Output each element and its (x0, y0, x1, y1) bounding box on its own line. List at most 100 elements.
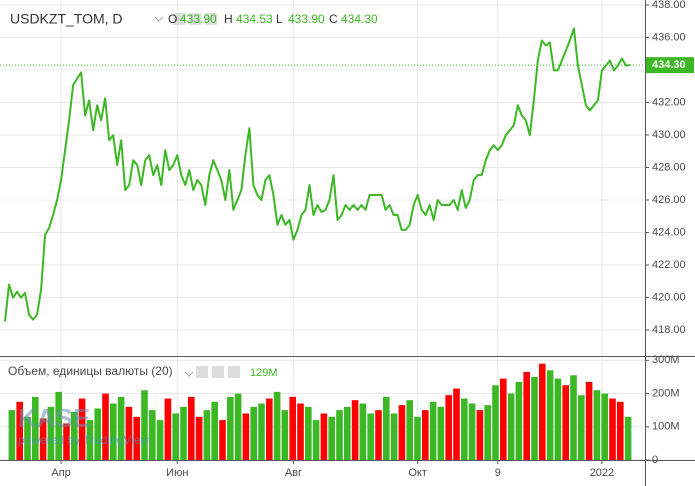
y-tick-label: 300M (652, 354, 680, 366)
ohlc-value: 433.90 (288, 12, 325, 26)
volume-bar (601, 393, 608, 460)
volume-bar (281, 410, 289, 460)
volume-bar (484, 405, 491, 460)
volume-bar (289, 396, 296, 460)
volume-bar (406, 400, 413, 460)
x-tick-label: Авг (285, 467, 302, 479)
y-tick-label: 432.00 (652, 96, 686, 108)
price-pane (0, 27, 645, 322)
volume-bar (539, 363, 546, 460)
volume-bar (320, 413, 328, 460)
y-tick-label: 200M (652, 387, 680, 399)
volume-bar (437, 406, 445, 460)
volume-bar (570, 375, 577, 460)
volume-bar (227, 396, 234, 460)
volume-bar (328, 416, 335, 460)
ohlc-value: 434.30 (341, 12, 378, 26)
volume-bar (468, 403, 476, 460)
x-tick-label: Июн (166, 467, 188, 479)
volume-bar (188, 396, 195, 460)
volume-bar (414, 416, 421, 460)
volume-bar (203, 410, 211, 460)
volume-bar (445, 395, 452, 460)
x-tick-label: Окт (408, 467, 427, 479)
y-tick-label: 100M (652, 421, 680, 433)
volume-bar (78, 398, 86, 460)
volume-bar (359, 403, 367, 460)
volume-bar (492, 385, 499, 460)
symbol-title: USDKZT_TOM, D (10, 11, 123, 27)
volume-bar (55, 391, 62, 460)
ohlc-value: 433.90 (180, 12, 217, 26)
volume-bar (554, 378, 562, 460)
volume-bar (149, 410, 156, 460)
volume-bar (110, 403, 117, 460)
volume-bar (117, 396, 125, 460)
volume-bar (94, 408, 101, 460)
volume-bar (312, 420, 320, 460)
volume-bar (305, 406, 312, 460)
ohlc-key: H (224, 12, 233, 26)
volume-bar (453, 388, 460, 460)
volume-bar (141, 390, 148, 460)
price-line (4, 27, 631, 322)
volume-bar (617, 401, 624, 460)
volume-bar (593, 390, 601, 460)
volume-bar (476, 410, 484, 460)
volume-current: 129M (250, 367, 278, 379)
volume-bar (546, 370, 554, 460)
x-tick-label: 9 (495, 467, 501, 479)
volume-bar (102, 393, 109, 460)
volume-bar (585, 381, 593, 460)
legend-icons (154, 13, 240, 378)
volume-bar (273, 391, 281, 460)
volume-bar (351, 400, 359, 460)
y-tick-label: 436.00 (652, 31, 686, 43)
volume-bar (422, 410, 429, 460)
volume-bar (39, 418, 47, 460)
volume-bar (195, 416, 203, 460)
volume-bar (250, 406, 257, 460)
y-tick-label: 420.00 (652, 291, 686, 303)
volume-bar (71, 411, 78, 460)
watermark-powered: powered by TradingView (18, 433, 150, 447)
ohlc-value: 434.53 (236, 12, 273, 26)
volume-bar (164, 398, 172, 460)
volume-bar (523, 371, 530, 460)
volume-bar (32, 396, 39, 460)
y-tick-label: 0 (652, 454, 658, 466)
volume-bar (258, 403, 265, 460)
y-tick-label: 430.00 (652, 129, 686, 141)
volume-bar (219, 420, 226, 460)
volume-bar (86, 420, 94, 460)
volume-title: Объем, единицы валюты (20) (8, 364, 173, 378)
x-tick-label: 2022 (590, 467, 614, 479)
volume-bar (172, 413, 179, 460)
volume-bar (562, 385, 569, 460)
volume-bar (507, 393, 515, 460)
x-tick-label: Апр (51, 467, 70, 479)
volume-bar (609, 398, 616, 460)
volume-bar (375, 410, 382, 460)
ohlc-key: O (168, 12, 177, 26)
volume-bar (383, 396, 390, 460)
volume-bar (47, 406, 55, 460)
volume-bar (461, 398, 468, 460)
volume-bar (344, 406, 351, 460)
volume-bar (624, 416, 632, 460)
volume-pane (8, 363, 632, 460)
volume-bar (180, 406, 187, 460)
y-tick-label: 428.00 (652, 161, 686, 173)
volume-bar (8, 410, 16, 460)
volume-bar (367, 413, 374, 460)
y-tick-label: 438.00 (652, 0, 686, 11)
volume-bar (515, 381, 523, 460)
y-tick-label: 426.00 (652, 194, 686, 206)
volume-bar (578, 395, 585, 460)
volume-bar (242, 413, 250, 460)
volume-bar (16, 401, 23, 460)
volume-bar (125, 406, 133, 460)
volume-bar (390, 413, 398, 460)
volume-bar (156, 420, 164, 460)
